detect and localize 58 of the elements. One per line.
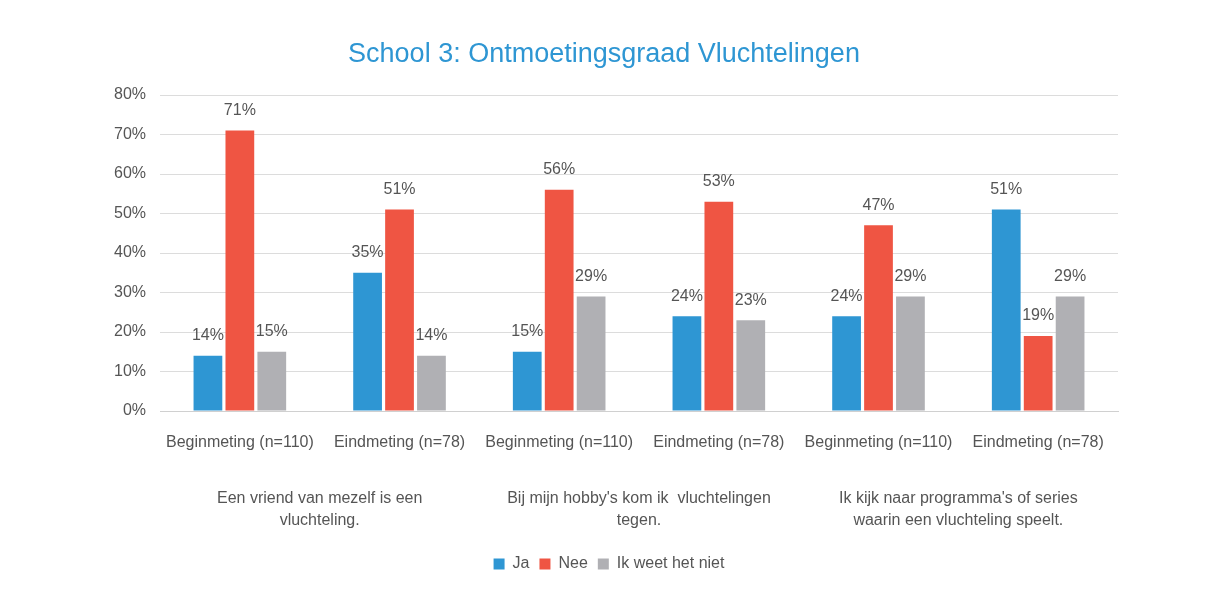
y-tick-label: 0%: [122, 401, 147, 419]
y-tick-label: 50%: [113, 203, 147, 221]
bar: [257, 351, 287, 411]
bar: [512, 351, 542, 411]
text: Ik kijk naar programma's of series waarin een vluchteling speelt.: [838, 489, 1078, 529]
bar: [417, 355, 446, 411]
y-tick-label: 10%: [113, 361, 147, 379]
legend-label: Ik weet het niet: [616, 554, 725, 572]
legend-label: Ja: [512, 554, 530, 572]
y-tick-label: 80%: [113, 85, 147, 103]
chart-title: School 3: Ontmoetingsgraad Vluchtelingen: [347, 38, 861, 69]
data-label: 47%: [862, 195, 895, 213]
y-tick-label: 30%: [113, 282, 147, 300]
bar: [991, 209, 1021, 411]
data-label: 29%: [575, 266, 608, 284]
data-label: 51%: [383, 179, 416, 197]
x-tick-label: Beginmeting (n=110): [485, 433, 634, 451]
y-tick-label: 60%: [113, 164, 147, 182]
bar: [832, 316, 861, 411]
data-label: 53%: [702, 172, 735, 190]
data-label: 71%: [223, 100, 256, 118]
bar: [704, 201, 734, 411]
legend-label: Nee: [558, 554, 588, 572]
bar: [385, 209, 414, 411]
data-label: 51%: [990, 179, 1023, 197]
text: Bij mijn hobby's kom ik vluchtelingen tegen.: [507, 489, 771, 529]
data-label: 29%: [894, 266, 927, 284]
x-tick-label: Eindmeting (n=78): [333, 433, 466, 451]
y-tick-label: 40%: [113, 243, 147, 261]
bar: [672, 316, 702, 411]
data-label: 56%: [543, 160, 576, 178]
data-label: 14%: [415, 326, 448, 344]
bar: [736, 320, 766, 411]
bar: [353, 272, 382, 411]
bar: [544, 189, 574, 411]
data-label: 15%: [255, 322, 288, 340]
bar: [896, 296, 925, 411]
bar: [225, 130, 255, 411]
bar: [576, 296, 606, 411]
data-label: 23%: [734, 290, 767, 308]
data-label: 19%: [1022, 306, 1055, 324]
x-tick-label: Beginmeting (n=110): [165, 433, 314, 451]
bar: [193, 355, 223, 411]
y-tick-label: 70%: [113, 124, 147, 142]
x-tick-label: Eindmeting (n=78): [972, 433, 1104, 451]
data-label: 14%: [191, 326, 224, 344]
text: Een vriend van mezelf is een vluchteling.: [216, 489, 423, 529]
data-label: 29%: [1054, 266, 1087, 284]
data-label: 24%: [670, 286, 703, 304]
bar: [864, 225, 893, 411]
bar: [1055, 296, 1085, 411]
data-label: 24%: [830, 286, 863, 304]
x-tick-label: Beginmeting (n=110): [804, 433, 953, 451]
data-label: 35%: [351, 243, 384, 261]
bar: [1023, 335, 1053, 411]
data-label: 15%: [511, 322, 544, 340]
x-tick-label: Eindmeting (n=78): [653, 433, 785, 451]
y-tick-label: 20%: [113, 322, 147, 340]
